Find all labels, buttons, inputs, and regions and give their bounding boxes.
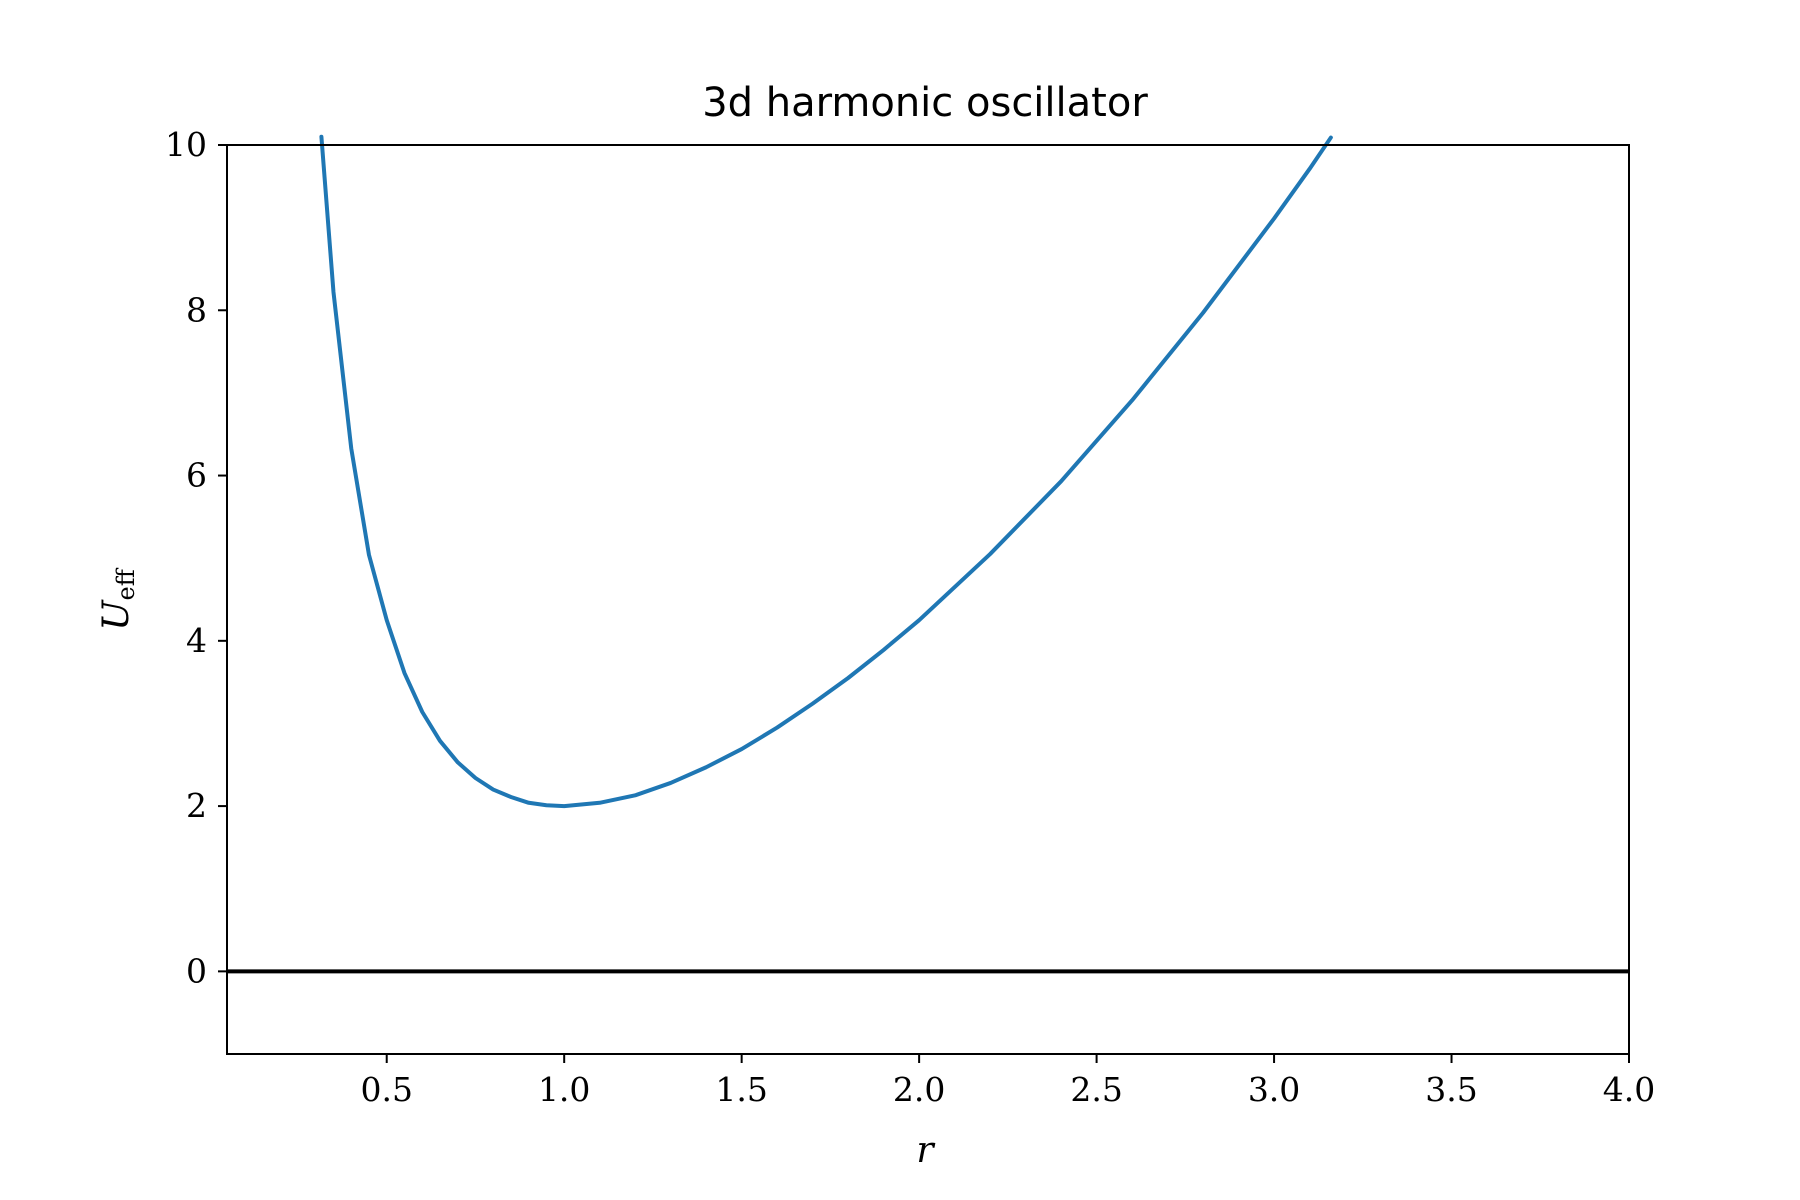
x-tick-label: 1.5 — [715, 1070, 767, 1109]
y-tick-label: 4 — [186, 621, 207, 660]
x-axis-label: r — [916, 1130, 935, 1171]
x-tick-label: 2.5 — [1070, 1070, 1122, 1109]
y-tick-label: 8 — [186, 290, 207, 329]
x-tick-label: 0.5 — [360, 1070, 412, 1109]
x-axis-ticks: 0.5 1.0 1.5 2.0 2.5 3.0 3.5 4.0 — [360, 1054, 1655, 1109]
x-tick-label: 3.5 — [1425, 1070, 1477, 1109]
chart-title: 3d harmonic oscillator — [702, 80, 1148, 126]
series-line-0 — [319, 134, 1333, 809]
y-axis-ticks: 0 2 4 6 8 10 — [165, 125, 227, 990]
y-tick-label: 10 — [165, 125, 207, 164]
y-tick-label: 2 — [186, 786, 207, 825]
x-tick-label: 2.0 — [893, 1070, 945, 1109]
plot-area — [227, 134, 1629, 974]
y-axis-label: Ueff — [96, 567, 140, 631]
x-tick-label: 3.0 — [1248, 1070, 1300, 1109]
x-tick-label: 1.0 — [538, 1070, 590, 1109]
y-tick-label: 0 — [186, 951, 207, 990]
y-tick-label: 6 — [186, 456, 207, 495]
y-axis-label-sub: eff — [112, 567, 140, 600]
x-tick-label: 4.0 — [1603, 1070, 1655, 1109]
plot-frame — [226, 144, 1630, 1055]
y-axis-label-main: U — [96, 599, 137, 631]
